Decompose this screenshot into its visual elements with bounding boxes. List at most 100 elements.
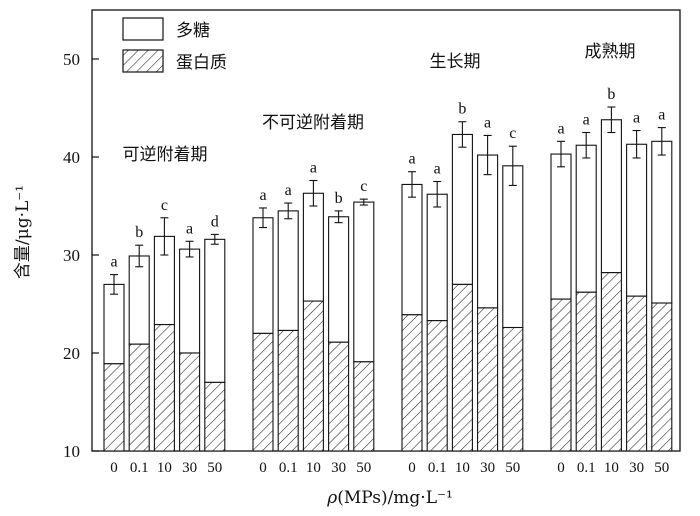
legend-swatch-protein [122,49,164,73]
legend: 多糖 蛋白质 [122,17,227,73]
x-tick-label: 50 [505,460,520,476]
x-tick-label: 0.1 [428,460,447,476]
bar-protein [401,314,423,452]
x-tick-label: 30 [480,460,495,476]
bar-protein [426,320,448,452]
x-tick-label: 50 [356,460,371,476]
x-tick-label: 30 [331,460,346,476]
bar-protein [328,341,350,452]
bar-protein [252,332,274,452]
annotations: a 0 b 0.1 c 10 a 30 d 50 可逆附着期 a 0 a 0.1 a 10 b 30 c 50 不可逆附着… [110,41,669,476]
bar-protein [179,352,201,452]
x-tick-label: 50 [654,460,669,476]
x-tick-label: 50 [207,460,222,476]
significance-letter: a [658,107,665,124]
y-tick-label: 30 [63,246,80,265]
x-tick-label: 10 [306,460,321,476]
bar-polysaccharide [477,154,499,309]
bar-polysaccharide [179,248,201,354]
bar-protein [575,291,597,452]
significance-letter: a [408,151,415,168]
bar-polysaccharide [401,183,423,316]
bar-protein [600,272,622,452]
bar-polysaccharide [128,255,150,345]
bar-protein [550,298,572,452]
x-tick-label: 0 [408,460,416,476]
bar-polysaccharide [600,119,622,274]
significance-letter: b [607,86,615,103]
bar-protein [626,295,648,452]
significance-letter: a [259,187,266,204]
significance-letter: c [360,178,367,195]
bar-protein [502,326,524,452]
significance-letter: a [583,112,590,129]
x-tick-label: 0.1 [279,460,298,476]
group-label: 生长期 [430,52,481,72]
y-tick-label: 50 [63,50,80,69]
group-label: 可逆附着期 [123,145,208,165]
bar-polysaccharide [277,210,299,332]
bar-polysaccharide [502,165,524,329]
bar-protein [128,343,150,452]
bar-polysaccharide [328,216,350,343]
group-label: 成熟期 [585,41,636,62]
significance-letter: a [310,160,317,177]
significance-letter: a [633,110,640,127]
legend-label-polysaccharide: 多糖 [176,21,210,41]
significance-letter: a [285,182,292,199]
significance-letter: b [335,190,343,207]
x-axis-title: ρ(MPs)/mg·L⁻¹ [326,488,453,508]
x-tick-label: 10 [455,460,470,476]
x-tick-label: 10 [157,460,172,476]
significance-letter: c [161,197,168,214]
bar-protein [353,361,375,452]
bar-protein [302,300,324,452]
bar-polysaccharide [651,140,673,304]
significance-letter: d [211,213,219,230]
bar-polysaccharide [353,201,375,363]
x-tick-label: 0.1 [577,460,596,476]
bar-protein [477,307,499,452]
bar-protein [451,283,473,452]
y-tick-label: 10 [63,442,80,461]
bar-polysaccharide [103,283,125,365]
bar-polysaccharide [252,217,274,334]
bar-polysaccharide [626,143,648,297]
bar-polysaccharide [204,238,226,383]
bar-polysaccharide [451,133,473,285]
significance-letter: b [458,101,466,118]
legend-label-protein: 蛋白质 [176,53,227,73]
bar-polysaccharide [302,192,324,302]
significance-letter: a [110,254,117,271]
legend-swatch-polysaccharide [122,17,164,41]
y-axis-title: 含量/μg·L⁻¹ [13,185,33,279]
significance-letter: a [186,220,193,237]
bar-protein [103,363,125,452]
bar-polysaccharide [575,144,597,293]
significance-letter: a [557,120,564,137]
y-tick-label: 20 [63,344,80,363]
bar-protein [153,324,175,452]
plot-frame [91,9,681,452]
x-tick-label: 0 [259,460,267,476]
x-tick-label: 0.1 [130,460,149,476]
x-tick-label: 10 [604,460,619,476]
significance-letter: a [434,161,441,178]
significance-letter: b [135,224,143,241]
bar-polysaccharide [426,193,448,322]
bar-protein [277,329,299,452]
x-tick-label: 0 [110,460,118,476]
x-tick-label: 30 [182,460,197,476]
y-tick-label: 40 [63,148,80,167]
bar-protein [651,302,673,452]
significance-letter: c [509,125,516,142]
bar-polysaccharide [550,153,572,300]
group-label: 不可逆附着期 [262,113,364,133]
significance-letter: a [484,114,491,131]
bars [103,106,673,452]
x-tick-label: 30 [629,460,644,476]
axes: 10 20 30 40 50 [63,9,681,461]
bar-protein [204,381,226,452]
x-tick-label: 0 [557,460,565,476]
